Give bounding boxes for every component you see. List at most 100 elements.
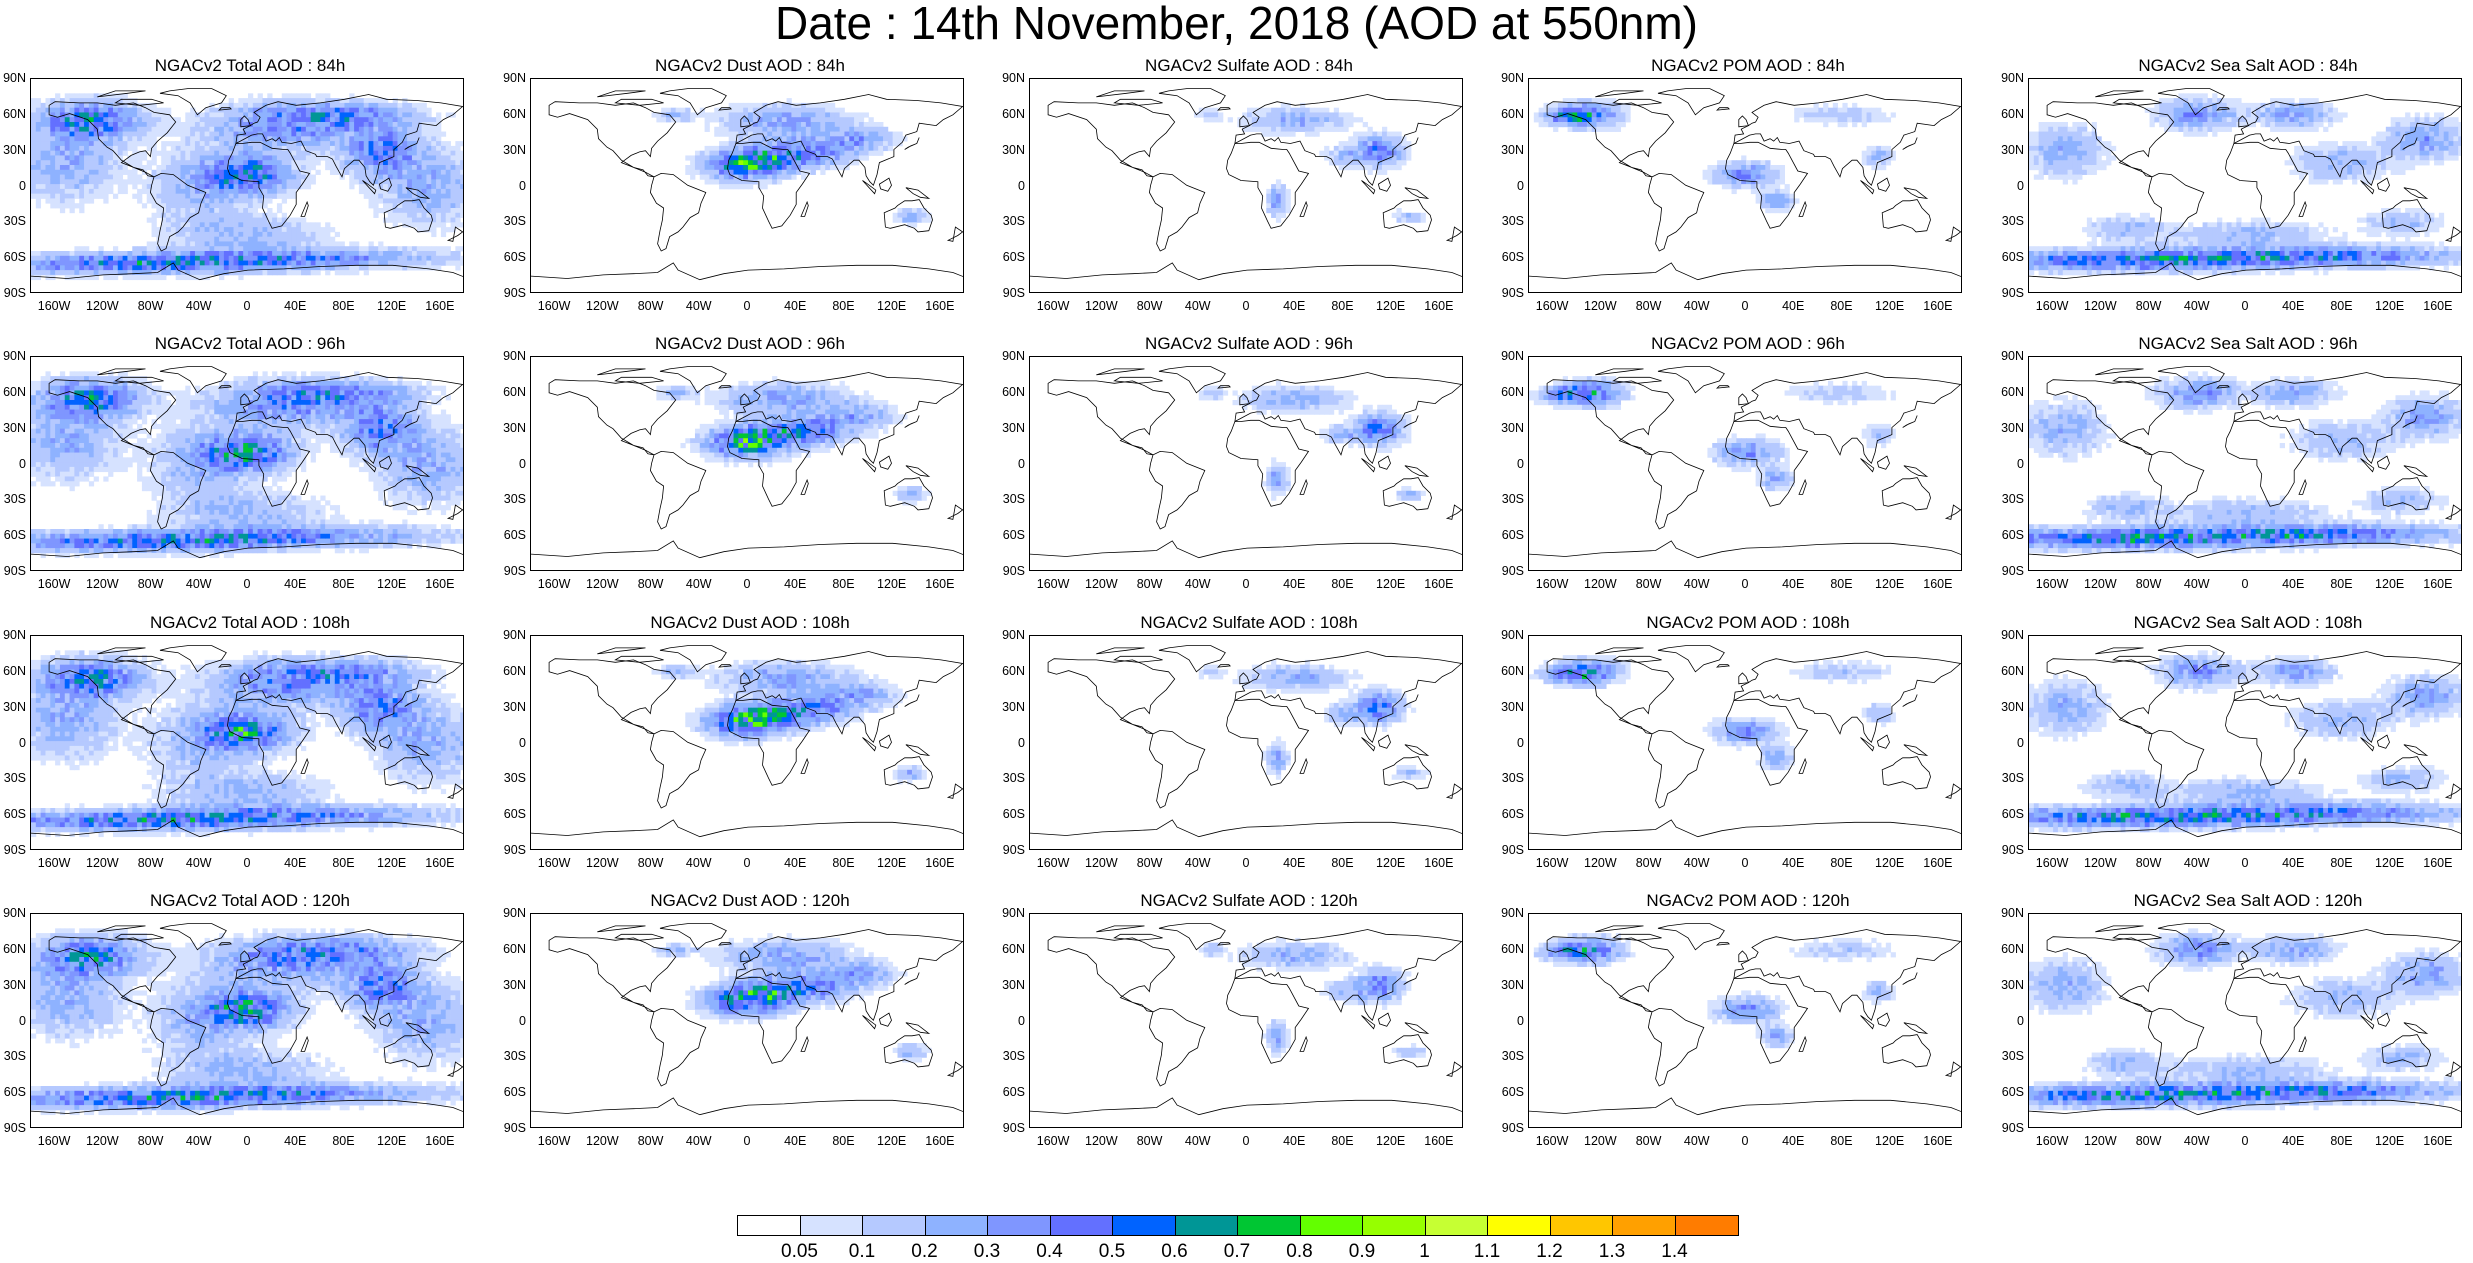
lat-tick-label: 60S: [999, 250, 1025, 264]
map-panel-pom-108h: NGACv2 POM AOD : 108h 90N 60N 30N 0 30S 60S 90S…: [1498, 607, 1998, 877]
lon-tick-label: 120W: [77, 577, 127, 591]
lon-tick-label: 160E: [915, 577, 965, 591]
world-map: [1529, 88, 1961, 281]
lon-tick-label: 160E: [1913, 299, 1963, 313]
lat-tick-label: 30N: [1998, 421, 2024, 435]
lon-tick-label: 160E: [1913, 1134, 1963, 1148]
lon-tick-label: 160E: [915, 1134, 965, 1148]
lat-tick-label: 60S: [1998, 807, 2024, 821]
lat-tick-label: 30S: [500, 1049, 526, 1063]
coastlines: [1030, 645, 1462, 838]
lon-tick-label: 40W: [674, 856, 724, 870]
world-map: [2029, 923, 2461, 1116]
lon-tick-label: 120E: [867, 577, 917, 591]
lon-tick-label: 40W: [1672, 299, 1722, 313]
lat-tick-label: 60S: [1998, 528, 2024, 542]
lon-tick-label: 80E: [318, 299, 368, 313]
aod-field: [2029, 371, 2461, 554]
lat-tick-label: 30S: [999, 214, 1025, 228]
lat-tick-label: 60S: [1998, 1085, 2024, 1099]
lon-tick-label: 120W: [77, 856, 127, 870]
lon-tick-label: 80E: [818, 577, 868, 591]
lon-tick-label: 40E: [270, 577, 320, 591]
lon-tick-label: 120E: [367, 856, 417, 870]
panel-title: NGACv2 Sea Salt AOD : 96h: [2028, 334, 2468, 354]
lat-tick-label: 60S: [0, 1085, 26, 1099]
lat-tick-label: 90N: [1498, 349, 1524, 363]
lon-tick-label: 120E: [1865, 577, 1915, 591]
lat-tick-label: 60N: [500, 385, 526, 399]
panel-title: NGACv2 Sulfate AOD : 120h: [1029, 891, 1469, 911]
lat-tick-label: 0: [1998, 1014, 2024, 1028]
lon-tick-label: 160E: [1414, 1134, 1464, 1148]
lon-tick-label: 80E: [1317, 577, 1367, 591]
map-frame: [530, 78, 964, 293]
world-map: [1529, 366, 1961, 559]
colorbar-swatch: [799, 1215, 863, 1236]
lon-tick-label: 160W: [1028, 1134, 1078, 1148]
lon-tick-label: 40W: [674, 577, 724, 591]
coastlines: [531, 88, 963, 281]
lon-tick-label: 160W: [529, 1134, 579, 1148]
lat-tick-label: 0: [1998, 179, 2024, 193]
lon-tick-label: 40E: [1768, 1134, 1818, 1148]
map-panel-pom-84h: NGACv2 POM AOD : 84h 90N 60N 30N 0 30S 60S 90S 1…: [1498, 50, 1998, 320]
world-map: [531, 645, 963, 838]
aod-field: [1198, 659, 1431, 780]
map-frame: [2028, 913, 2462, 1128]
lat-tick-label: 60N: [1498, 107, 1524, 121]
world-map: [531, 88, 963, 281]
lon-tick-label: 160E: [915, 856, 965, 870]
lon-tick-label: 40E: [1269, 856, 1319, 870]
lat-tick-label: 30S: [1998, 1049, 2024, 1063]
lat-tick-label: 90N: [1998, 349, 2024, 363]
lon-tick-label: 160E: [2413, 299, 2463, 313]
lat-tick-label: 0: [500, 457, 526, 471]
lat-tick-label: 90S: [500, 1121, 526, 1135]
lon-tick-label: 40W: [2172, 1134, 2222, 1148]
lon-tick-label: 40E: [270, 856, 320, 870]
lon-tick-label: 120W: [1076, 299, 1126, 313]
aod-field: [651, 98, 932, 228]
lon-tick-label: 120W: [77, 299, 127, 313]
lon-tick-label: 40W: [174, 299, 224, 313]
lon-tick-label: 120E: [867, 299, 917, 313]
colorbar-label: 0.4: [1025, 1241, 1075, 1263]
lat-tick-label: 60S: [500, 1085, 526, 1099]
lon-tick-label: 120W: [1076, 577, 1126, 591]
lon-tick-label: 80W: [1125, 577, 1175, 591]
lon-tick-label: 160E: [2413, 1134, 2463, 1148]
lon-tick-label: 120E: [2365, 856, 2415, 870]
panel-title: NGACv2 Sea Salt AOD : 120h: [2028, 891, 2468, 911]
lat-tick-label: 60N: [1498, 385, 1524, 399]
lon-tick-label: 80W: [2124, 1134, 2174, 1148]
lon-tick-label: 80W: [126, 299, 176, 313]
lon-tick-label: 40W: [2172, 299, 2222, 313]
map-panel-dust-96h: NGACv2 Dust AOD : 96h 90N 60N 30N 0 30S 60S 90S…: [500, 328, 1000, 598]
lon-tick-label: 160W: [2027, 577, 2077, 591]
lon-tick-label: 160E: [415, 1134, 465, 1148]
panel-title: NGACv2 POM AOD : 96h: [1528, 334, 1968, 354]
world-map: [31, 645, 463, 838]
lon-tick-label: 120W: [577, 299, 627, 313]
lon-tick-label: 120W: [2075, 856, 2125, 870]
lat-tick-label: 30S: [1998, 214, 2024, 228]
panel-title: NGACv2 Sulfate AOD : 96h: [1029, 334, 1469, 354]
world-map: [1030, 923, 1462, 1116]
lat-tick-label: 60S: [1498, 1085, 1524, 1099]
colorbar-label: 0.05: [775, 1241, 825, 1263]
lon-tick-label: 40W: [174, 856, 224, 870]
lon-tick-label: 120E: [1366, 577, 1416, 591]
lon-tick-label: 120E: [2365, 577, 2415, 591]
lon-tick-label: 120W: [1575, 577, 1625, 591]
lon-tick-label: 120E: [867, 856, 917, 870]
lon-tick-label: 80W: [1125, 299, 1175, 313]
world-map: [1529, 923, 1961, 1116]
lon-tick-label: 160E: [1913, 856, 1963, 870]
lat-tick-label: 0: [500, 1014, 526, 1028]
lat-tick-label: 30N: [1998, 700, 2024, 714]
lon-tick-label: 120W: [1575, 1134, 1625, 1148]
map-frame: [2028, 78, 2462, 293]
lat-tick-label: 30N: [1498, 421, 1524, 435]
world-map: [1030, 645, 1462, 838]
